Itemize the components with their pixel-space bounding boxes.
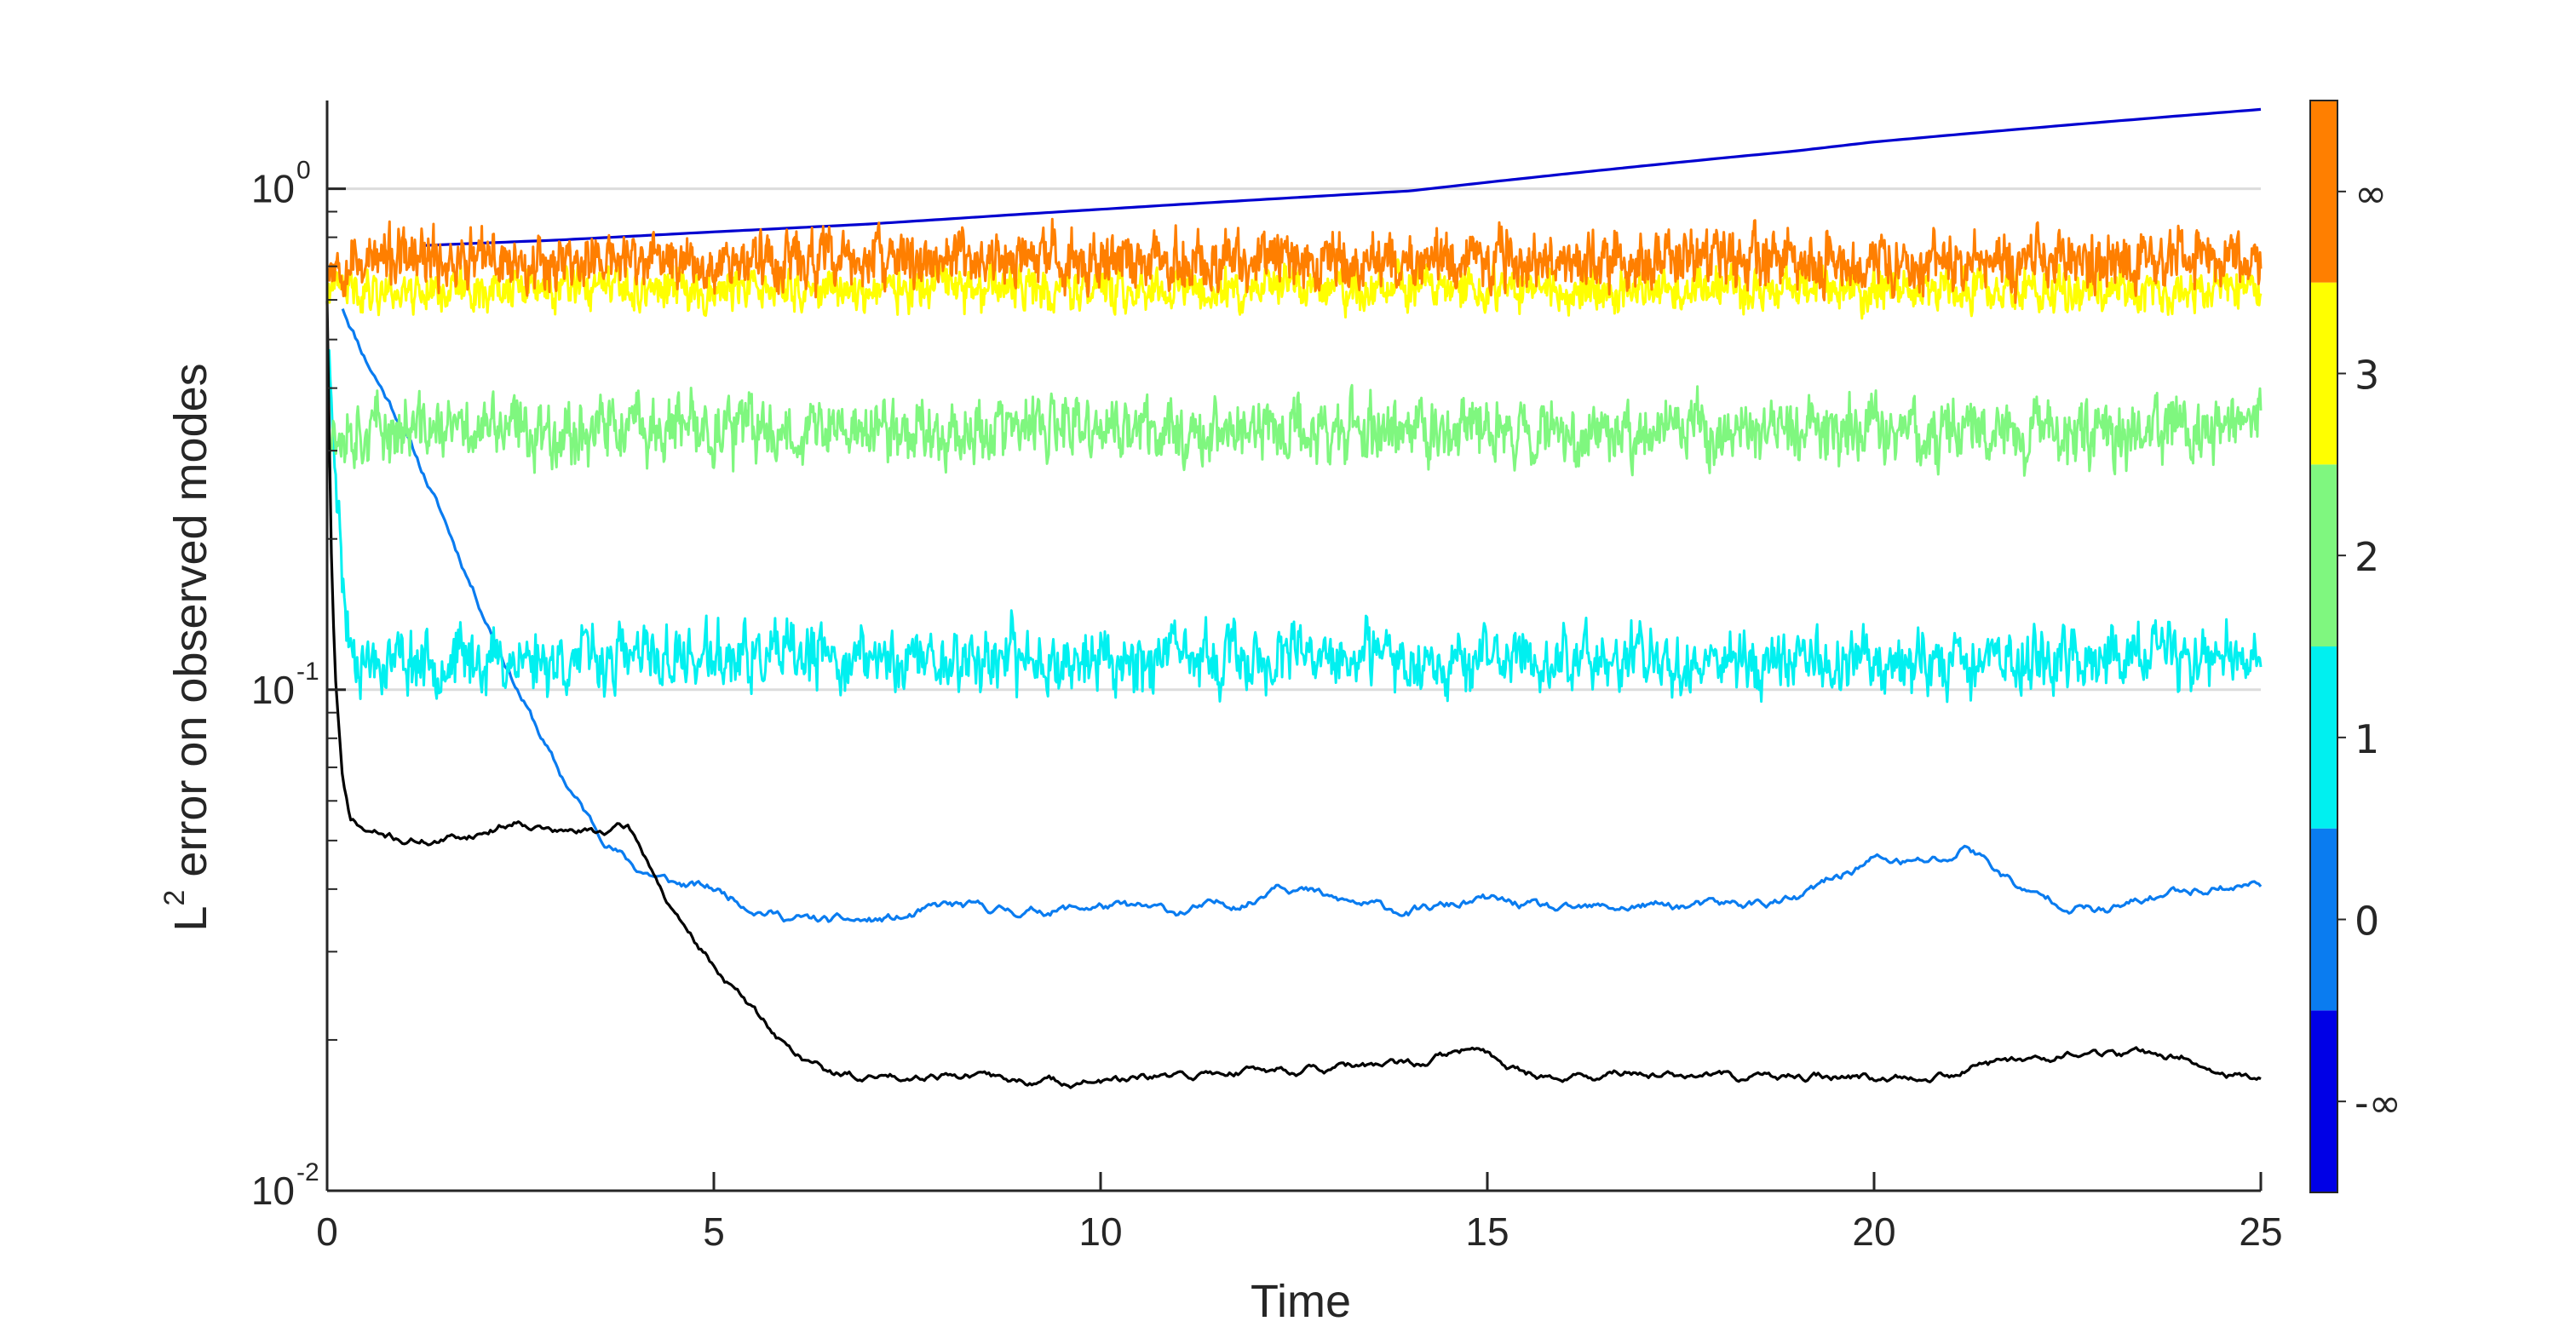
colorbar-label: 2 xyxy=(2355,534,2379,580)
colorbar-frame xyxy=(2309,100,2338,1193)
series-line-4 xyxy=(325,255,2263,320)
colorbar-label: 0 xyxy=(2355,899,2379,945)
series-line-5 xyxy=(325,217,2263,304)
x-tick-label: 20 xyxy=(1852,1209,1895,1254)
colorbar: -∞ 0 1 2 3 ∞ xyxy=(2309,100,2401,1193)
colorbar-label: -∞ xyxy=(2355,1080,2401,1126)
y-tick-label: 10 xyxy=(251,1169,295,1213)
colorbar-label: 1 xyxy=(2355,716,2379,762)
series-line-2 xyxy=(325,348,2263,704)
series-line-0 xyxy=(419,107,2262,247)
colorbar-segment xyxy=(2310,828,2337,1011)
series-line-6 xyxy=(325,301,2262,1089)
y-tick-exponent: 0 xyxy=(296,157,311,185)
y-axis-title-rest: error on observed modes xyxy=(165,363,216,889)
x-axis-title: Time xyxy=(1251,1276,1351,1327)
y-tick-label: 10 xyxy=(251,167,295,211)
x-tick-label: 15 xyxy=(1465,1209,1509,1254)
colorbar-segment xyxy=(2310,282,2337,465)
colorbar-label: 3 xyxy=(2355,353,2379,399)
x-tick-label: 0 xyxy=(316,1209,338,1254)
y-tick-label: 10 xyxy=(251,668,295,712)
series-line-3 xyxy=(325,383,2263,477)
x-tick-label: 5 xyxy=(703,1209,725,1254)
svg-text:L2 error on observed modes: L2 error on observed modes xyxy=(158,363,216,931)
series-layer xyxy=(325,107,2263,1089)
colorbar-segment xyxy=(2310,1010,2337,1192)
x-tick-label: 10 xyxy=(1078,1209,1122,1254)
x-tick-label: 25 xyxy=(2239,1209,2282,1254)
axes-layer xyxy=(325,101,2261,1192)
x-axis-ticks: 0 5 10 15 20 25 xyxy=(316,1172,2283,1254)
colorbar-segment xyxy=(2310,101,2337,283)
y-tick-exponent: -2 xyxy=(296,1158,319,1186)
colorbar-label: ∞ xyxy=(2355,170,2387,216)
y-axis-title-superscript: 2 xyxy=(158,890,191,906)
series-line-1 xyxy=(341,308,2263,923)
colorbar-segment xyxy=(2310,464,2337,646)
y-tick-exponent: -1 xyxy=(296,658,319,686)
y-axis-title-base: L xyxy=(165,906,216,932)
colorbar-segment xyxy=(2310,646,2337,829)
y-axis-title: L2 error on observed modes xyxy=(158,363,216,931)
